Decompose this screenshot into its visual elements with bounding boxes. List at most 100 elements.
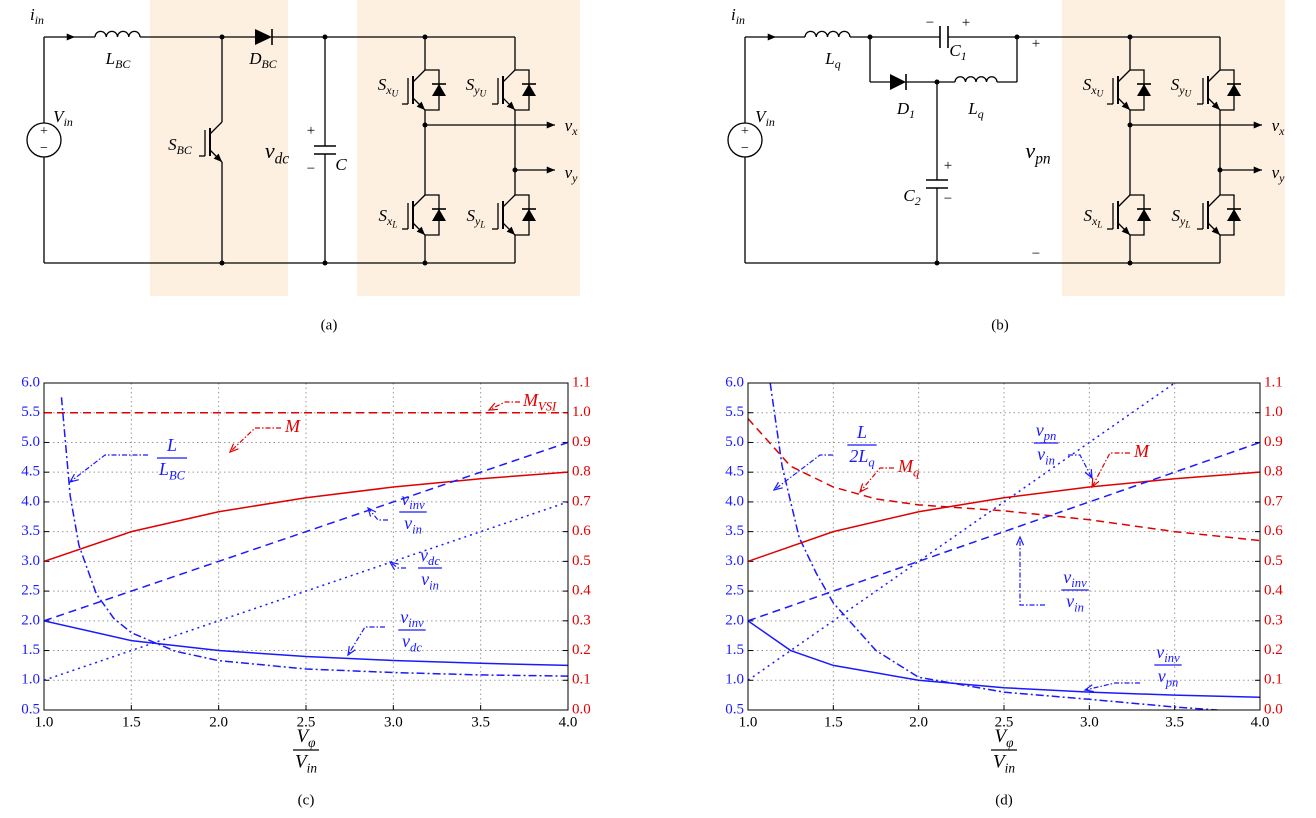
subscript: q bbox=[913, 465, 919, 479]
subscript: in bbox=[1074, 600, 1084, 614]
subsubscript: L bbox=[479, 221, 485, 231]
subscript: inv bbox=[409, 498, 425, 512]
y-tick-label: 2.5 bbox=[725, 583, 744, 599]
y2-tick-label: 0.2 bbox=[572, 642, 591, 658]
y-tick-label: 6.0 bbox=[725, 374, 744, 390]
y2-tick-label: 0.0 bbox=[1264, 701, 1283, 717]
igbt-arrow bbox=[506, 101, 515, 110]
igbt-arrow bbox=[416, 226, 425, 235]
highlight bbox=[357, 0, 580, 296]
denominator: Vin bbox=[295, 752, 317, 775]
base: v bbox=[404, 513, 412, 533]
denominator: vin bbox=[421, 569, 439, 592]
y2-tick-label: 0.4 bbox=[572, 583, 591, 599]
igbt-arrow bbox=[213, 153, 222, 162]
y2-tick-label: 0.8 bbox=[572, 464, 591, 480]
annotation-arrowhead bbox=[1091, 477, 1100, 489]
y-tick-label: 3.5 bbox=[21, 523, 40, 539]
base: L bbox=[105, 49, 115, 68]
diode bbox=[1227, 84, 1241, 96]
node bbox=[422, 34, 428, 40]
circuit-label: − bbox=[944, 191, 952, 207]
base: M bbox=[284, 416, 301, 436]
base: S bbox=[466, 75, 475, 94]
base: S bbox=[1172, 206, 1181, 225]
circuit-label: − bbox=[307, 161, 315, 177]
x-tick-label: 3.5 bbox=[1165, 714, 1184, 730]
subscript: BC bbox=[169, 468, 186, 482]
subscript: dc bbox=[275, 150, 290, 167]
base: v bbox=[1272, 116, 1280, 135]
inductor bbox=[94, 30, 141, 38]
base: v bbox=[401, 489, 409, 509]
base: C bbox=[903, 186, 915, 205]
annotation-arrowhead bbox=[347, 646, 356, 657]
y2-tick-label: 0.3 bbox=[572, 612, 591, 628]
base: L bbox=[824, 49, 834, 68]
caption: (b) bbox=[991, 317, 1009, 333]
igbt-arrow bbox=[1211, 101, 1220, 110]
base: v bbox=[400, 607, 408, 627]
x-tick-label: 2.0 bbox=[209, 714, 228, 730]
circuit-label: + bbox=[40, 124, 48, 139]
y2-tick-label: 1.0 bbox=[1264, 404, 1283, 420]
annotation-arrow bbox=[389, 561, 406, 569]
diode bbox=[890, 74, 906, 90]
igbt-collector bbox=[209, 121, 223, 135]
circuit-label: + bbox=[1032, 36, 1040, 52]
circuit-label: SyU bbox=[466, 75, 488, 100]
base: v bbox=[1158, 666, 1166, 686]
subscript: y bbox=[1178, 83, 1185, 97]
voltage-source bbox=[26, 122, 62, 158]
base: M bbox=[522, 390, 539, 410]
circuit-label: vy bbox=[565, 163, 579, 185]
circuit-label: Vin bbox=[755, 107, 775, 129]
y2-tick-label: 0.8 bbox=[1264, 464, 1283, 480]
igbt-collector bbox=[502, 194, 516, 208]
subscript: x bbox=[385, 83, 392, 97]
subscript: inv bbox=[1164, 651, 1180, 665]
subscript: φ bbox=[308, 735, 315, 750]
output-arrow bbox=[546, 121, 555, 129]
base: i bbox=[731, 5, 736, 24]
numerator: vinv bbox=[400, 607, 424, 630]
denominator: vdc bbox=[402, 631, 422, 654]
base: v bbox=[1156, 642, 1164, 662]
series-line bbox=[60, 397, 568, 677]
denominator: LBC bbox=[158, 459, 186, 482]
caption: (a) bbox=[321, 317, 338, 333]
circuit-label: Lq bbox=[824, 49, 840, 71]
annotation-arrowhead bbox=[772, 481, 783, 491]
annotation-arrowhead bbox=[859, 483, 869, 494]
annotation-arrow bbox=[859, 467, 894, 493]
y2-tick-label: 0.1 bbox=[1264, 672, 1283, 688]
igbt-arrow bbox=[1121, 226, 1130, 235]
y2-tick-label: 0.1 bbox=[572, 672, 591, 688]
circuit-label: SxL bbox=[379, 206, 398, 231]
subscript: y bbox=[474, 214, 481, 228]
subscript: dc bbox=[428, 554, 440, 568]
base: D bbox=[248, 49, 262, 68]
y-tick-label: 4.0 bbox=[21, 493, 40, 509]
base: V bbox=[295, 752, 309, 773]
subscript: BC bbox=[115, 57, 131, 71]
numerator: L bbox=[166, 435, 177, 455]
annotation-arrow bbox=[488, 401, 520, 411]
curve-label: M bbox=[1133, 441, 1150, 461]
numerator: L bbox=[856, 422, 867, 442]
curve-label: MVSI bbox=[522, 390, 557, 413]
subscript: q bbox=[835, 57, 841, 71]
subscript: VSI bbox=[538, 399, 557, 413]
subsubscript: L bbox=[391, 221, 397, 231]
igbt-arrow bbox=[416, 101, 425, 110]
circuit-label: Vin bbox=[53, 107, 73, 129]
y2-tick-label: 0.6 bbox=[1264, 523, 1283, 539]
base: S bbox=[379, 206, 388, 225]
node bbox=[934, 260, 940, 266]
annotation-arrowhead bbox=[487, 402, 499, 411]
diode bbox=[1137, 209, 1151, 221]
